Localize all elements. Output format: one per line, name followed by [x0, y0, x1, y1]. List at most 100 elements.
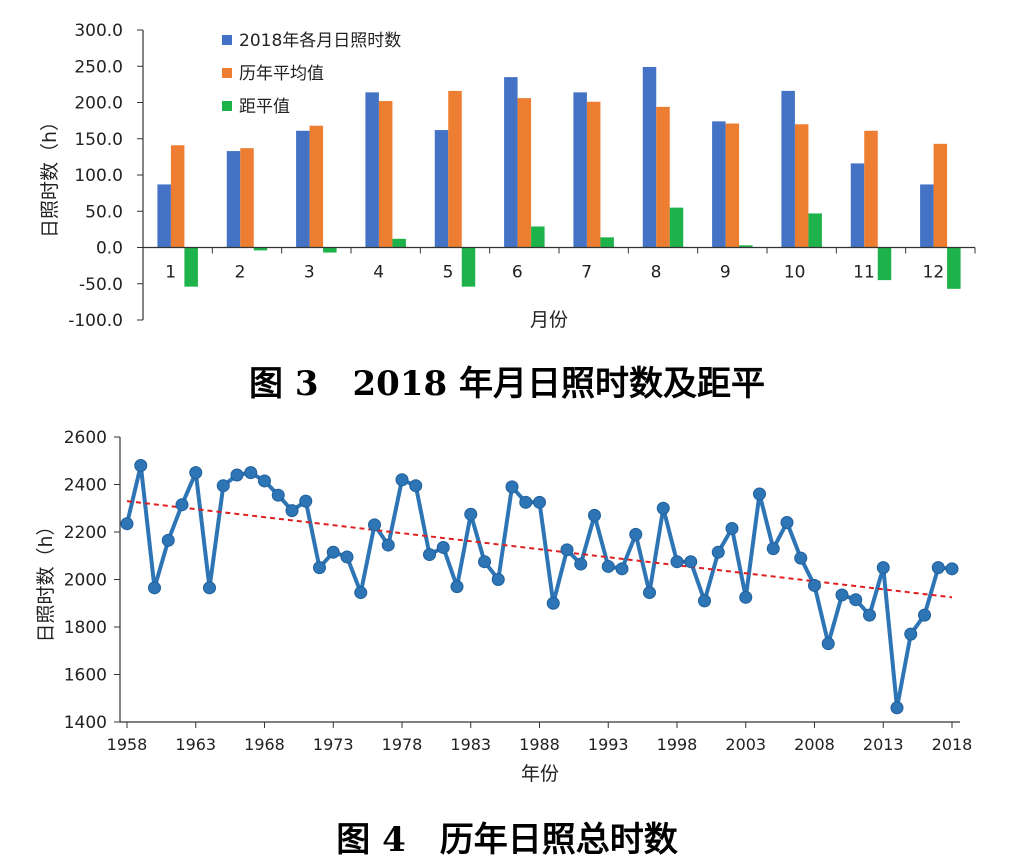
data-point [381, 538, 395, 552]
data-point [368, 518, 381, 532]
data-point [849, 593, 863, 607]
y-tick-label: 200.0 [74, 94, 123, 114]
figure-4-caption: 图 4 历年日照总时数 [336, 820, 678, 860]
data-point [175, 498, 189, 512]
x-tick-label: 1968 [244, 735, 285, 754]
legend-average-swatch [222, 68, 232, 78]
data-point [629, 527, 643, 541]
y-tick-label: 300.0 [74, 21, 123, 41]
bar-2018 [365, 92, 379, 248]
bar-2018 [850, 163, 865, 248]
data-point [931, 561, 945, 575]
data-point [244, 466, 258, 480]
data-point [546, 596, 560, 610]
x-tick-label: 10 [784, 263, 806, 283]
data-point [491, 573, 505, 586]
data-point [588, 508, 601, 522]
x-tick-label: 2018 [932, 735, 973, 754]
x-tick-label: 11 [853, 263, 875, 283]
bar-average [725, 123, 740, 248]
data-point [203, 581, 216, 595]
y-tick-label: 1400 [64, 713, 107, 733]
data-point [739, 590, 753, 604]
data-point [464, 507, 478, 521]
y-tick-label: 0.0 [96, 239, 123, 259]
x-tick-label: 1978 [382, 735, 423, 754]
bar-average [170, 145, 185, 248]
x-axis-title: 年份 [521, 763, 559, 785]
legend-average-label: 历年平均值 [239, 64, 324, 84]
bar-2018 [920, 184, 934, 248]
data-point [216, 479, 230, 493]
bar-2018 [712, 121, 726, 248]
data-point [574, 557, 588, 571]
data-point [161, 533, 175, 547]
bar-anomaly [531, 226, 545, 248]
data-point [656, 501, 670, 515]
bar-average [448, 90, 462, 248]
bar-average [378, 101, 393, 248]
y-tick-label: 50.0 [85, 202, 123, 222]
x-tick-label: 2 [235, 263, 246, 283]
bar-2018 [781, 90, 795, 248]
data-point [863, 608, 876, 622]
x-tick-label: 4 [373, 263, 384, 283]
data-point [560, 543, 574, 557]
data-point [766, 542, 780, 556]
data-point [519, 495, 533, 509]
x-tick-label: 6 [512, 263, 523, 283]
data-point [340, 550, 354, 564]
bar-average [240, 148, 254, 248]
data-point [670, 555, 684, 569]
data-point [711, 545, 725, 559]
data-point [326, 545, 340, 559]
bar-2018 [573, 92, 587, 248]
data-point [450, 580, 464, 594]
data-point [423, 548, 436, 562]
bar-2018 [296, 130, 310, 248]
y-tick-label: 1800 [64, 618, 107, 638]
bar-2018 [504, 77, 518, 248]
y-axis-title: 日照时数（h） [35, 516, 57, 642]
data-point [148, 581, 161, 595]
data-point [780, 516, 794, 529]
y-tick-label: -100.0 [68, 311, 123, 331]
bar-average [794, 124, 809, 248]
x-tick-label: 1983 [450, 735, 491, 754]
data-point [189, 466, 203, 480]
data-point [835, 588, 849, 602]
data-point [684, 555, 698, 569]
y-tick-label: 2200 [64, 523, 107, 543]
y-tick-label: 250.0 [74, 57, 123, 77]
data-point [601, 559, 615, 573]
legend-2018-label: 2018年各月日照时数 [239, 31, 401, 51]
data-point [285, 504, 299, 518]
bar-2018 [226, 151, 241, 248]
x-tick-label: 12 [923, 263, 945, 283]
bar-anomaly [877, 247, 892, 281]
x-tick-label: 1998 [657, 735, 698, 754]
x-tick-label: 2008 [794, 735, 835, 754]
data-point [808, 578, 821, 592]
bar-anomaly [184, 247, 198, 287]
data-point [643, 586, 656, 600]
bar-2018 [642, 66, 657, 248]
data-point [794, 551, 808, 565]
y-tick-label: 1600 [64, 666, 107, 686]
data-point [313, 561, 326, 575]
linear-trend-line [126, 500, 953, 599]
data-point [299, 494, 313, 508]
x-axis-title: 月份 [530, 309, 568, 331]
x-tick-label: 1958 [107, 735, 148, 754]
data-point [505, 480, 519, 494]
x-tick-label: 1973 [313, 735, 354, 754]
data-point [821, 637, 835, 651]
y-tick-label: 150.0 [74, 130, 123, 150]
data-point [258, 474, 271, 488]
data-point [436, 540, 450, 554]
bar-anomaly [808, 213, 822, 248]
x-tick-label: 5 [443, 263, 454, 283]
bar-anomaly [739, 245, 753, 248]
bar-average [586, 101, 601, 248]
